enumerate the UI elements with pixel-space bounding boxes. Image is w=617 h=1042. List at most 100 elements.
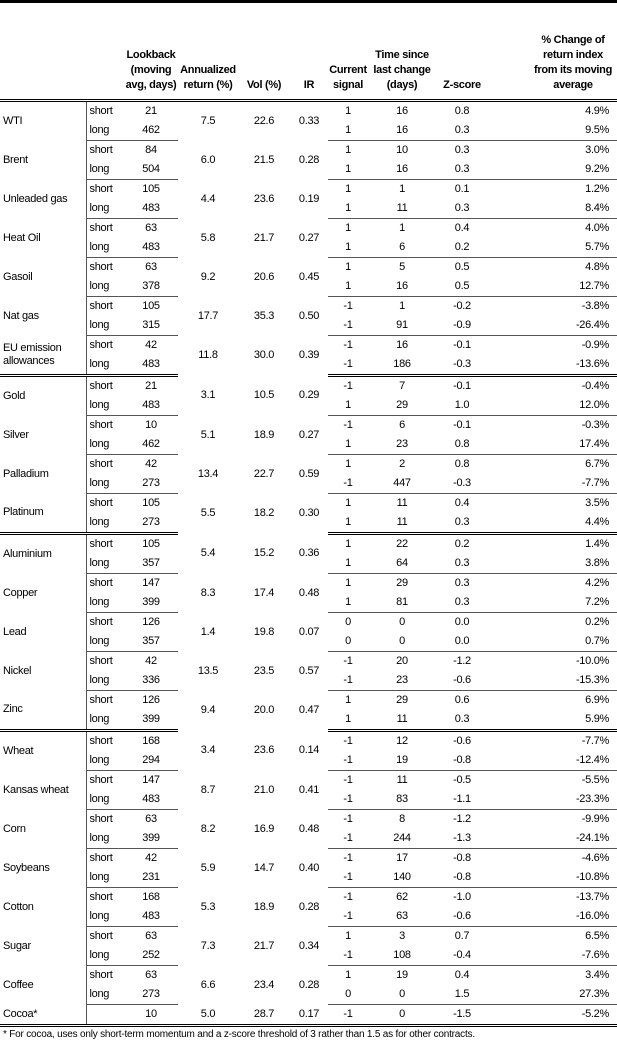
lookback-value: 315: [124, 316, 178, 336]
time-since-change-value: 12: [396, 735, 408, 747]
z-score-value: 0.3: [436, 199, 488, 219]
signal-value: -1: [328, 907, 368, 927]
pct-change-value: 5.7%: [488, 238, 617, 258]
horizon-label: long: [85, 277, 124, 297]
horizon-label: long: [85, 907, 124, 927]
annualized-return-value: 3.4: [200, 744, 216, 756]
pct-change-value: -7.7%: [488, 474, 617, 494]
horizon-label: short: [85, 612, 124, 632]
z-score-value: -0.1: [453, 419, 471, 431]
table-row: long 252 -1 108 -0.4 -7.6%: [0, 946, 617, 966]
signal-value: -1: [343, 655, 353, 667]
ir-value: 0.59: [298, 467, 320, 480]
time-since-change-value: 83: [368, 790, 436, 810]
vol-value: 20.0: [253, 704, 275, 716]
annualized-return-value: 5.4: [200, 547, 216, 559]
pct-change-value: 3.0%: [585, 144, 609, 156]
pct-change-value: -0.4%: [581, 380, 610, 392]
signal-value: -1: [328, 829, 368, 849]
footnote: * For cocoa, uses only short-term moment…: [0, 1024, 617, 1042]
commodity-name: Gold: [3, 389, 26, 402]
z-score-value: 0.7: [454, 930, 470, 942]
z-score-value: -0.2: [453, 300, 471, 312]
horizon-label: long: [85, 316, 124, 336]
horizon-label: long: [85, 593, 124, 613]
commodity-name: Platinum: [0, 493, 86, 535]
annualized-return-value: 5.1: [200, 428, 216, 441]
commodity-name: Palladium: [3, 467, 49, 480]
vol-value: 19.8: [253, 625, 275, 638]
horizon-label: short: [85, 573, 124, 593]
time-since-change-value: 64: [368, 554, 436, 574]
z-score-value: 0.3: [436, 121, 488, 141]
horizon-label: long: [85, 671, 124, 691]
horizon-label: short: [85, 493, 124, 513]
pct-change-value: 4.0%: [585, 222, 609, 234]
table-row: Gold short 21 3.1 10.5 0.29 -1 7 -0.1 -0.4%: [0, 375, 617, 402]
annualized-return-value: 13.4: [197, 467, 219, 480]
table-row: Coffee short 63 6.6 23.4 0.28 1 19 0.4 3.4%: [0, 965, 617, 991]
horizon-label: long: [85, 238, 124, 258]
pct-change-value: 6.9%: [585, 694, 609, 706]
ir-value: 0.36: [298, 547, 320, 559]
pct-change-value: -7.7%: [581, 735, 610, 747]
lookback-value: 273: [124, 985, 178, 1005]
time-since-change-value: 186: [368, 355, 436, 377]
table-body: WTI short 21 7.5 22.6 0.33 1 16 0.8 4.9% long 462 1 1…: [0, 100, 617, 1024]
lookback-value: 10: [145, 419, 157, 431]
z-score-value: -1.2: [453, 813, 471, 825]
horizon-label: long: [85, 985, 124, 1005]
commodity-name: Silver: [3, 428, 29, 441]
annualized-return-value: 4.4: [200, 192, 216, 205]
ir-value: 0.34: [298, 939, 320, 952]
signal-value: -1: [328, 316, 368, 336]
commodity-name: Soybeans: [3, 861, 50, 874]
signal-value: 1: [328, 396, 368, 416]
commodity-name: WTI: [3, 114, 23, 127]
pct-change-value: -7.6%: [488, 946, 617, 966]
vol-value: 28.7: [253, 1007, 275, 1020]
pct-change-value: 27.3%: [488, 985, 617, 1005]
lookback-value: 273: [124, 474, 178, 494]
annualized-return-value: 8.3: [200, 586, 216, 599]
signal-value: 1: [328, 513, 368, 535]
vol-value: 17.4: [253, 586, 275, 599]
pct-change-value: -4.6%: [581, 852, 610, 864]
lookback-value: 63: [145, 222, 157, 234]
ir-value: 0.48: [298, 822, 320, 835]
vol-value: 18.2: [253, 507, 275, 519]
header-current-signal: Current signal: [328, 1, 368, 102]
ir-value: 0.14: [298, 744, 320, 756]
signal-value: -1: [328, 474, 368, 494]
lookback-value: 399: [124, 593, 178, 613]
commodity-name: Brent: [3, 153, 28, 166]
commodity-name: EU emission allowances: [0, 335, 86, 377]
horizon-label: long: [85, 199, 124, 219]
table-row: Corn short 63 8.2 16.9 0.48 -1 8 -1.2 -9.9%: [0, 809, 617, 835]
vol-value: 30.0: [253, 349, 275, 361]
signal-value: 1: [345, 144, 351, 156]
horizon-label: long: [85, 355, 124, 377]
time-since-change-value: 16: [396, 339, 408, 351]
table-row: long 462 1 16 0.3 9.5%: [0, 121, 617, 141]
time-since-change-value: 1: [399, 222, 405, 234]
ir-value: 0.07: [298, 625, 320, 638]
time-since-change-value: 81: [368, 593, 436, 613]
z-score-value: -0.8: [453, 852, 471, 864]
time-since-change-value: 29: [368, 396, 436, 416]
time-since-change-value: 6: [399, 419, 405, 431]
time-since-change-value: 11: [368, 199, 436, 219]
z-score-value: 0.3: [454, 577, 470, 589]
pct-change-value: 12.0%: [488, 396, 617, 416]
table-row: Copper short 147 8.3 17.4 0.48 1 29 0.3 4.2%: [0, 573, 617, 599]
z-score-value: -0.6: [436, 907, 488, 927]
lookback-value: 168: [142, 891, 160, 903]
horizon-label: short: [85, 887, 124, 907]
time-since-change-value: 0: [368, 632, 436, 652]
pct-change-value: 4.4%: [488, 513, 617, 535]
time-since-change-value: 11: [396, 774, 408, 786]
commodity-name: Sugar: [3, 939, 31, 952]
lookback-value: 399: [124, 829, 178, 849]
time-since-change-value: 8: [399, 813, 405, 825]
pct-change-value: -3.8%: [581, 300, 610, 312]
